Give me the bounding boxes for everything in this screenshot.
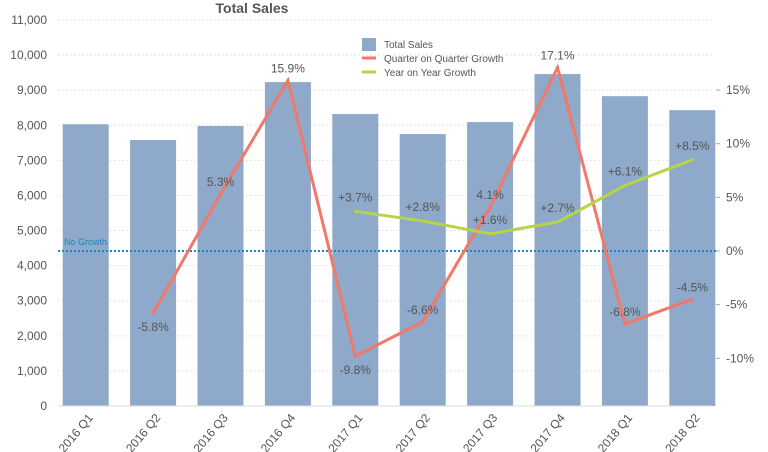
legend-swatch-total-sales [362, 38, 376, 51]
x-tick-label: 2018 Q2 [662, 411, 703, 452]
bar-2018-Q1 [601, 96, 648, 406]
data-label: +1.6% [473, 213, 508, 227]
data-point [286, 78, 290, 82]
x-tick-label: 2018 Q1 [595, 411, 636, 452]
data-label: +8.5% [675, 139, 710, 153]
yoy-growth-line [355, 158, 693, 236]
y-left-tick-label: 5,000 [17, 224, 47, 238]
x-tick-label: 2016 Q1 [56, 411, 97, 452]
bar-2016-Q4 [264, 82, 311, 407]
x-tick-label: 2016 Q3 [190, 411, 231, 452]
chart-title: Total Sales [216, 0, 289, 16]
data-point [353, 209, 357, 213]
data-label: +3.7% [338, 190, 373, 204]
data-point [488, 232, 492, 236]
x-tick-label: 2016 Q4 [258, 411, 299, 452]
data-point [690, 158, 694, 162]
y-left-tick-label: 8,000 [17, 118, 47, 132]
y-left-tick-label: 6,000 [17, 188, 47, 202]
y-right-tick-label: 5% [726, 190, 744, 204]
bar-2016-Q2 [130, 140, 177, 406]
y-left-tick-label: 9,000 [17, 83, 47, 97]
data-label: 5.3% [207, 175, 235, 189]
x-tick-label: 2016 Q2 [123, 411, 164, 452]
x-tick-label: 2017 Q2 [393, 411, 434, 452]
x-tick-label: 2017 Q4 [527, 411, 568, 452]
data-point [151, 311, 155, 315]
data-point [556, 66, 559, 70]
y-left-tick-label: 4,000 [17, 259, 47, 273]
y-left-tick-label: 2,000 [17, 329, 47, 343]
y-left-tick-label: 10,000 [10, 48, 47, 62]
bar-2017-Q3 [467, 122, 514, 406]
y-right-tick-label: 0% [726, 244, 744, 258]
data-label: -9.8% [340, 363, 372, 377]
x-tick-label: 2017 Q1 [325, 411, 366, 452]
data-point [556, 220, 559, 224]
legend-label: Total Sales [384, 40, 433, 51]
data-label: +6.1% [608, 165, 643, 179]
no-growth-label: No Growth [64, 237, 107, 247]
bar-2017-Q2 [399, 134, 446, 406]
y-left-tick-label: 1,000 [17, 364, 47, 378]
y-left-tick-label: 7,000 [17, 153, 47, 167]
data-point [623, 322, 627, 326]
bar-2016-Q3 [197, 125, 244, 406]
data-point [219, 192, 222, 196]
data-point [623, 184, 627, 188]
x-tick-label: 2017 Q3 [460, 411, 501, 452]
data-point [353, 354, 357, 358]
y-left-tick-label: 3,000 [17, 294, 47, 308]
data-point [421, 320, 425, 324]
y-right-tick-label: 10% [726, 137, 750, 151]
data-label: -6.6% [407, 303, 439, 317]
bar-2018-Q2 [669, 110, 716, 406]
legend-label: Quarter on Quarter Growth [384, 54, 504, 65]
data-label: -5.8% [137, 320, 169, 334]
data-label: -6.8% [609, 305, 641, 319]
data-label: -4.5% [677, 280, 709, 294]
y-left-tick-label: 0 [40, 399, 47, 413]
legend-label: Year on Year Growth [384, 68, 476, 79]
y-right-tick-label: -5% [726, 298, 748, 312]
y-right-tick-label: 15% [726, 83, 750, 97]
bar-2016-Q1 [62, 124, 109, 406]
data-label: +2.8% [406, 200, 441, 214]
data-label: 17.1% [540, 49, 574, 63]
data-point [690, 297, 694, 301]
data-label: 4.1% [476, 188, 504, 202]
y-left-tick-label: 11,000 [11, 13, 47, 27]
data-point [488, 205, 492, 209]
data-label: 15.9% [271, 61, 305, 75]
data-label: +2.7% [540, 201, 575, 215]
data-point [421, 219, 425, 223]
y-right-tick-label: -10% [726, 351, 754, 365]
